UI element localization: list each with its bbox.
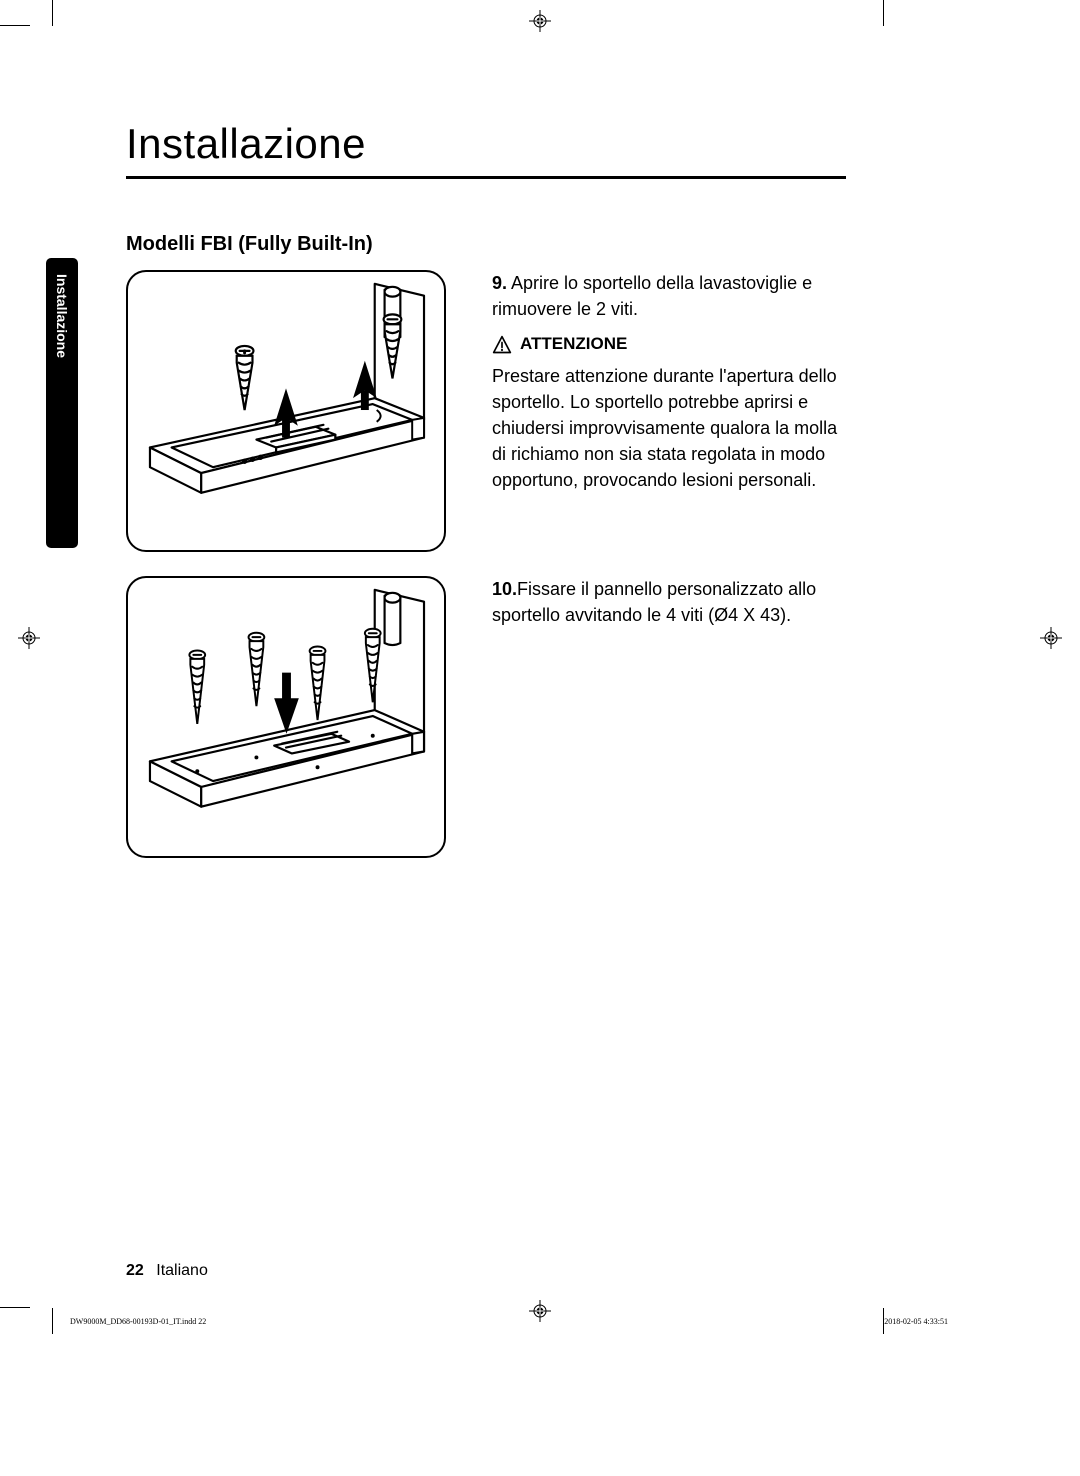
page-language: Italiano	[156, 1262, 208, 1279]
page-number: 22	[126, 1262, 144, 1279]
step-body: Fissare il pannello personalizzato allo …	[492, 579, 816, 625]
crop-mark	[52, 1308, 53, 1334]
page-title: Installazione	[126, 120, 846, 179]
step-body: Aprire lo sportello della lavastoviglie …	[492, 273, 812, 319]
crop-mark	[52, 0, 53, 26]
imprint-file: DW9000M_DD68-00193D-01_IT.indd 22	[70, 1317, 206, 1326]
manual-page: Installazione Installazione Modelli FBI …	[0, 0, 1080, 1476]
imprint-datetime: 2018-02-05 4:33:51	[884, 1317, 948, 1326]
step-10-text: 10.Fissare il pannello personalizzato al…	[492, 576, 846, 858]
step-row: 10.Fissare il pannello personalizzato al…	[126, 576, 846, 858]
attention-body: Prestare attenzione durante l'apertura d…	[492, 363, 846, 493]
registration-mark-icon	[529, 1300, 551, 1322]
figure-step-10	[126, 576, 446, 858]
crop-mark	[0, 1307, 30, 1308]
registration-mark-icon	[18, 627, 40, 649]
attention-heading: ATTENZIONE	[492, 332, 846, 357]
warning-triangle-icon	[492, 335, 512, 355]
section-subtitle: Modelli FBI (Fully Built-In)	[126, 233, 846, 256]
page-footer: 22 Italiano	[126, 1262, 208, 1280]
registration-mark-icon	[1040, 627, 1062, 649]
section-side-tab: Installazione	[46, 258, 78, 548]
step-number: 9.	[492, 273, 507, 293]
side-tab-label: Installazione	[54, 274, 70, 358]
crop-mark	[883, 0, 884, 26]
attention-label: ATTENZIONE	[520, 332, 627, 357]
crop-mark	[0, 25, 30, 26]
step-9-text: 9. Aprire lo sportello della lavastovigl…	[492, 270, 846, 552]
step-number: 10.	[492, 579, 517, 599]
step-row: 9. Aprire lo sportello della lavastovigl…	[126, 270, 846, 552]
page-content: Installazione Modelli FBI (Fully Built-I…	[126, 120, 846, 882]
figure-step-9	[126, 270, 446, 552]
registration-mark-icon	[529, 10, 551, 32]
